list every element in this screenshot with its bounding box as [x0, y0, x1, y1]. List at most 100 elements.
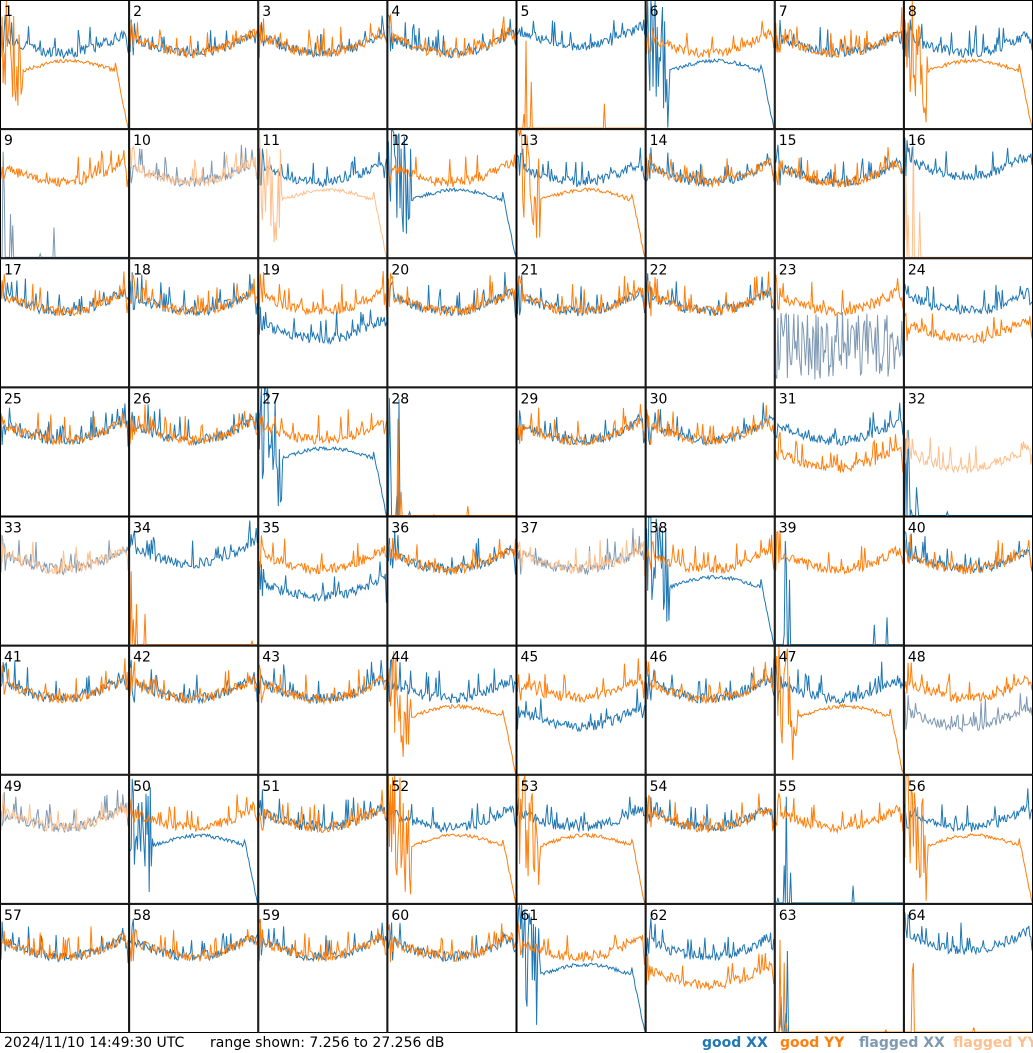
yy-series-line	[775, 274, 904, 317]
panel-18: 18	[129, 258, 259, 388]
yy-series-line	[775, 939, 903, 1033]
yy-series-line	[646, 793, 775, 833]
yy-series-line	[0, 926, 129, 962]
panel-border	[258, 774, 388, 904]
xx-series-line	[387, 398, 516, 516]
yy-series-line	[0, 271, 129, 317]
xx-series-line	[517, 904, 646, 1031]
panel-19: 19	[258, 258, 388, 388]
yy-series-line	[517, 775, 646, 904]
panel-label: 29	[521, 391, 539, 407]
panel-border	[129, 387, 259, 517]
panel-border	[0, 903, 130, 1033]
xx-series-line	[646, 918, 775, 962]
yy-series-line	[388, 13, 516, 59]
panel-border	[645, 129, 775, 259]
yy-series-line	[904, 138, 1032, 258]
panel-border	[387, 129, 517, 259]
panel-label: 23	[779, 262, 797, 278]
panel-label: 16	[908, 133, 926, 149]
range-label: range shown: 7.256 to 27.256 dB	[210, 1035, 445, 1051]
yy-series-line	[775, 147, 904, 189]
yy-series-line	[129, 571, 258, 646]
panel-60: 60	[387, 903, 517, 1033]
yy-series-line	[387, 273, 516, 318]
yy-series-line	[904, 775, 1033, 903]
xx-series-line	[904, 283, 1033, 315]
yy-series-line	[904, 312, 1033, 345]
panel-border	[129, 774, 259, 904]
yy-series-line	[517, 658, 646, 703]
panel-label: 63	[779, 908, 797, 924]
panel-label: 38	[650, 521, 668, 537]
panel-label: 3	[262, 4, 271, 20]
panel-border	[516, 0, 646, 130]
panel-15: 15	[774, 129, 904, 259]
panel-label: 25	[4, 391, 22, 407]
yy-series-line	[0, 658, 129, 704]
panel-border	[258, 645, 388, 775]
panel-label: 8	[908, 4, 917, 20]
panel-label: 50	[133, 779, 151, 795]
panel-border	[387, 645, 517, 775]
panel-border	[0, 0, 130, 130]
yy-series-line	[517, 129, 646, 257]
xx-series-line	[258, 660, 387, 705]
xx-series-line	[0, 921, 129, 964]
panel-2: 2	[129, 0, 259, 130]
xx-series-line	[0, 789, 129, 833]
panel-label: 57	[4, 908, 22, 924]
panel-border	[774, 645, 904, 775]
yy-series-line	[517, 923, 646, 965]
yy-series-line	[904, 534, 1033, 575]
panel-label: 41	[4, 650, 22, 666]
panel-label: 19	[262, 262, 280, 278]
panel-border	[0, 258, 130, 388]
panel-14: 14	[645, 129, 775, 259]
xx-series-line	[904, 691, 1033, 733]
yy-series-line	[0, 412, 129, 447]
xx-series-line	[775, 540, 903, 646]
yy-series-line	[517, 40, 645, 129]
panel-58: 58	[129, 903, 259, 1033]
panel-label: 2	[133, 4, 142, 20]
panel-border	[387, 516, 517, 646]
xx-series-line	[904, 912, 1033, 956]
panel-label: 7	[779, 4, 788, 20]
panel-9: 9	[0, 129, 130, 259]
yy-series-line	[387, 775, 516, 903]
xx-series-line	[0, 403, 129, 447]
panel-7: 7	[774, 0, 904, 130]
panel-label: 49	[4, 779, 22, 795]
yy-series-line	[258, 664, 387, 706]
panel-border	[774, 774, 904, 904]
panel-border	[645, 516, 775, 646]
panel-border	[258, 387, 388, 517]
yy-series-line	[0, 150, 129, 188]
xx-series-line	[775, 144, 904, 188]
panel-border	[516, 387, 646, 517]
legend-good-xx: good XX	[702, 1035, 768, 1051]
panel-border	[0, 387, 130, 517]
xx-series-line	[129, 659, 258, 705]
panel-border	[645, 774, 775, 904]
yy-series-line	[129, 661, 258, 705]
yy-series-line	[775, 793, 904, 835]
panel-label: 55	[779, 779, 797, 795]
yy-series-line	[646, 404, 775, 446]
panel-label: 34	[133, 521, 151, 537]
panel-33: 33	[0, 516, 130, 646]
xx-series-line	[258, 789, 387, 831]
panel-label: 32	[908, 391, 926, 407]
xx-series-line	[646, 797, 775, 832]
panel-40: 40	[903, 516, 1033, 646]
panel-16: 16	[903, 129, 1033, 259]
yy-series-line	[388, 537, 516, 577]
panel-label: 11	[262, 133, 280, 149]
panel-label: 56	[908, 779, 926, 795]
panel-label: 48	[908, 650, 926, 666]
panel-32: 32	[903, 387, 1033, 517]
panel-label: 54	[650, 779, 668, 795]
yy-series-line	[646, 952, 775, 991]
panel-border	[0, 645, 130, 775]
